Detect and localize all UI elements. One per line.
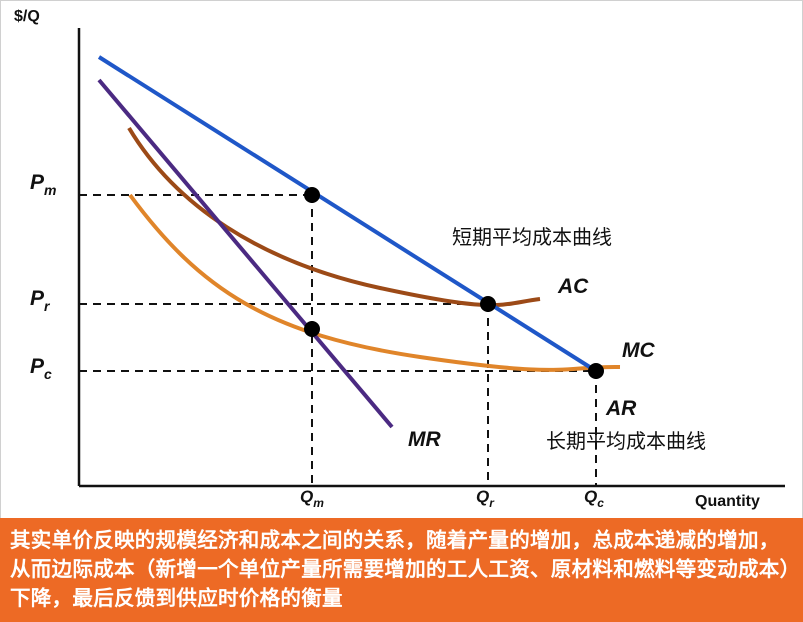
x-axis-label: Quantity [695,493,760,510]
qm-label: Qm [300,487,324,510]
mc-label: MC [622,339,655,362]
monopoly-point [304,187,320,203]
mc-curve [128,193,621,372]
ar-demand-curve [97,55,598,373]
ac-label: AC [557,275,589,298]
ar-label: AR [605,397,637,420]
short-run-ac-annotation: 短期平均成本曲线 [452,225,612,249]
long-run-ac-annotation: 长期平均成本曲线 [546,429,706,453]
competitive-point [588,363,604,379]
y-axis-label: $/Q [14,8,40,25]
mr-label: MR [408,428,441,451]
pm-label: Pm [30,171,56,198]
regulated-point [480,296,496,312]
monopoly-pricing-diagram: $/Q Quantity Pm Pr Pc Qm Qr Qc AC MC AR … [14,8,785,510]
pc-label: Pc [30,355,52,382]
mr-curve [97,78,394,429]
pr-label: Pr [30,287,51,314]
explanation-caption: 其实单价反映的规模经济和成本之间的关系，随着产量的增加，总成本递减的增加，从而边… [0,518,803,622]
qr-label: Qr [476,487,495,510]
ac-curve [127,126,541,308]
mr-mc-point [304,321,320,337]
qc-label: Qc [584,487,604,510]
